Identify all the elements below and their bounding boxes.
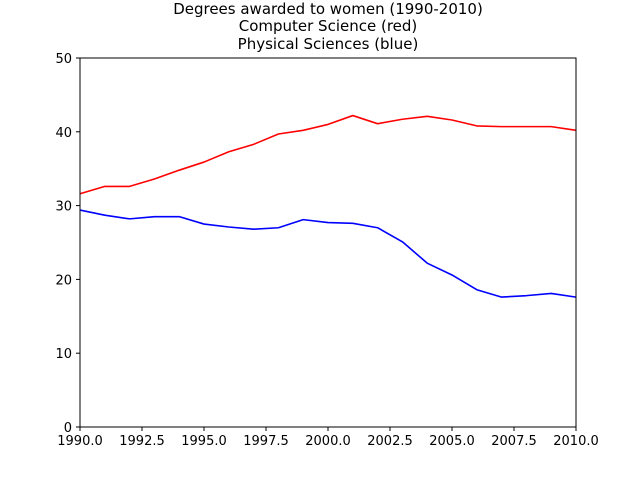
series-line-2 [79,209,577,298]
x-tick-label: 2010.0 [553,434,599,449]
series-line-1 [79,114,577,195]
chart-title: Degrees awarded to women (1990-2010) Com… [173,0,483,53]
plot-area-frame [79,57,577,428]
y-axis-ticks: 0 10 20 30 40 50 [55,52,80,436]
y-tick-label: 30 [55,200,72,215]
x-axis-ticks: 1990.0 1992.5 1995.0 1997.5 2000.0 2002.5 2005… [57,427,599,449]
y-tick-label: 0 [64,421,72,436]
x-tick-label: 2007.5 [491,434,537,449]
x-tick-label: 1992.5 [119,434,165,449]
chart-title-line-1: Degrees awarded to women (1990-2010) [173,0,483,18]
series-lines [79,114,577,298]
x-tick-label: 2002.5 [367,434,413,449]
chart-title-line-2: Computer Science (red) [239,17,418,35]
chart-title-line-3: Physical Sciences (blue) [238,35,419,53]
x-tick-label: 1997.5 [243,434,289,449]
x-tick-label: 2005.0 [429,434,475,449]
x-tick-label: 1995.0 [181,434,227,449]
y-tick-label: 20 [55,273,72,288]
y-tick-label: 40 [55,126,72,141]
x-tick-label: 1990.0 [57,434,103,449]
x-tick-label: 2000.0 [305,434,351,449]
y-tick-label: 50 [55,52,72,67]
y-tick-label: 10 [55,347,72,362]
